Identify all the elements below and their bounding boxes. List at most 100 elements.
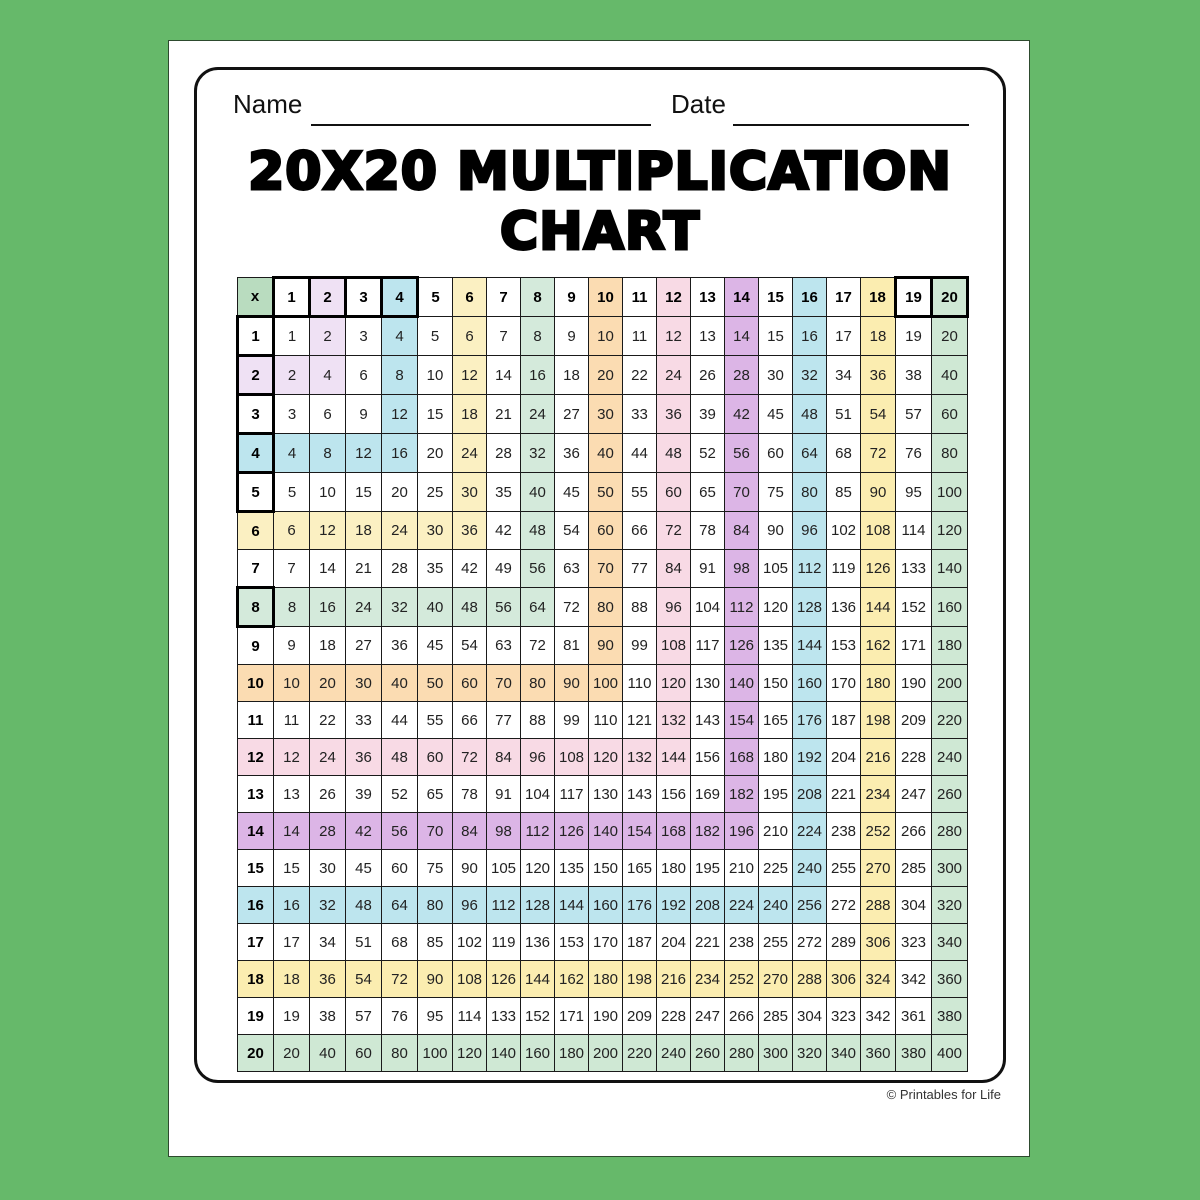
table-row: 7 7 14 21 28 35 42 49 56 63 70 77 84 91 98 105 112 119 126… — [237, 549, 968, 588]
product-cell: 45 — [554, 472, 589, 512]
product-cell: 340 — [826, 1034, 861, 1072]
product-cell: 210 — [724, 849, 759, 887]
product-cell: 108 — [452, 960, 487, 998]
column-header: 19 — [894, 276, 933, 318]
product-cell: 190 — [895, 664, 932, 702]
product-cell: 75 — [417, 849, 453, 887]
product-cell: 28 — [381, 549, 418, 588]
product-cell: 36 — [656, 394, 691, 434]
product-cell: 3 — [273, 394, 310, 434]
row-header: 10 — [237, 664, 274, 702]
product-cell: 72 — [656, 511, 691, 550]
product-cell: 300 — [758, 1034, 793, 1072]
product-cell: 32 — [792, 355, 827, 395]
product-cell: 95 — [895, 472, 932, 512]
product-cell: 78 — [452, 775, 487, 813]
product-cell: 24 — [381, 511, 418, 550]
product-cell: 198 — [622, 960, 657, 998]
product-cell: 38 — [895, 355, 932, 395]
product-cell: 80 — [417, 886, 453, 924]
product-cell: 8 — [273, 587, 310, 627]
product-cell: 77 — [622, 549, 657, 588]
product-cell: 77 — [486, 701, 521, 739]
product-cell: 28 — [486, 433, 521, 473]
product-cell: 130 — [690, 664, 725, 702]
product-cell: 6 — [452, 316, 487, 356]
product-cell: 91 — [486, 775, 521, 813]
product-cell: 270 — [860, 849, 896, 887]
product-cell: 80 — [792, 472, 827, 512]
product-cell: 72 — [520, 626, 555, 665]
product-cell: 14 — [724, 316, 759, 356]
product-cell: 56 — [486, 587, 521, 627]
product-cell: 64 — [792, 433, 827, 473]
product-cell: 13 — [690, 316, 725, 356]
product-cell: 60 — [417, 738, 453, 776]
product-cell: 32 — [309, 886, 346, 924]
product-cell: 120 — [520, 849, 555, 887]
product-cell: 144 — [520, 960, 555, 998]
product-cell: 90 — [588, 626, 623, 665]
product-cell: 220 — [622, 1034, 657, 1072]
product-cell: 25 — [417, 472, 453, 512]
product-cell: 54 — [345, 960, 382, 998]
product-cell: 33 — [345, 701, 382, 739]
product-cell: 100 — [417, 1034, 453, 1072]
product-cell: 32 — [520, 433, 555, 473]
product-cell: 100 — [588, 664, 623, 702]
product-cell: 13 — [273, 775, 310, 813]
date-field[interactable] — [733, 124, 969, 126]
product-cell: 209 — [622, 997, 657, 1035]
product-cell: 252 — [860, 812, 896, 850]
product-cell: 162 — [860, 626, 896, 665]
product-cell: 272 — [792, 923, 827, 961]
product-cell: 60 — [345, 1034, 382, 1072]
product-cell: 42 — [486, 511, 521, 550]
column-header: 20 — [930, 276, 969, 318]
product-cell: 64 — [381, 886, 418, 924]
column-header: 11 — [622, 277, 657, 317]
product-cell: 160 — [931, 587, 968, 627]
product-cell: 24 — [656, 355, 691, 395]
column-header: 9 — [554, 277, 589, 317]
product-cell: 210 — [758, 812, 793, 850]
product-cell: 112 — [486, 886, 521, 924]
product-cell: 380 — [895, 1034, 932, 1072]
product-cell: 110 — [588, 701, 623, 739]
product-cell: 135 — [758, 626, 793, 665]
product-cell: 50 — [417, 664, 453, 702]
product-cell: 80 — [520, 664, 555, 702]
product-cell: 270 — [758, 960, 793, 998]
column-header: 6 — [452, 277, 487, 317]
product-cell: 10 — [588, 316, 623, 356]
name-field[interactable] — [311, 124, 651, 126]
product-cell: 143 — [622, 775, 657, 813]
product-cell: 187 — [826, 701, 861, 739]
product-cell: 60 — [931, 394, 968, 434]
product-cell: 120 — [758, 587, 793, 627]
product-cell: 38 — [309, 997, 346, 1035]
product-cell: 160 — [520, 1034, 555, 1072]
product-cell: 63 — [554, 549, 589, 588]
product-cell: 252 — [724, 960, 759, 998]
product-cell: 208 — [690, 886, 725, 924]
product-cell: 180 — [931, 626, 968, 665]
product-cell: 49 — [486, 549, 521, 588]
column-header: 17 — [826, 277, 861, 317]
product-cell: 140 — [588, 812, 623, 850]
row-header: 16 — [237, 886, 274, 924]
product-cell: 14 — [486, 355, 521, 395]
product-cell: 150 — [758, 664, 793, 702]
product-cell: 247 — [895, 775, 932, 813]
product-cell: 21 — [486, 394, 521, 434]
product-cell: 70 — [417, 812, 453, 850]
product-cell: 70 — [486, 664, 521, 702]
product-cell: 20 — [273, 1034, 310, 1072]
product-cell: 22 — [309, 701, 346, 739]
product-cell: 1 — [273, 316, 310, 356]
column-header: 8 — [520, 277, 555, 317]
product-cell: 15 — [417, 394, 453, 434]
column-header: 2 — [308, 276, 347, 318]
product-cell: 144 — [860, 587, 896, 627]
product-cell: 104 — [520, 775, 555, 813]
